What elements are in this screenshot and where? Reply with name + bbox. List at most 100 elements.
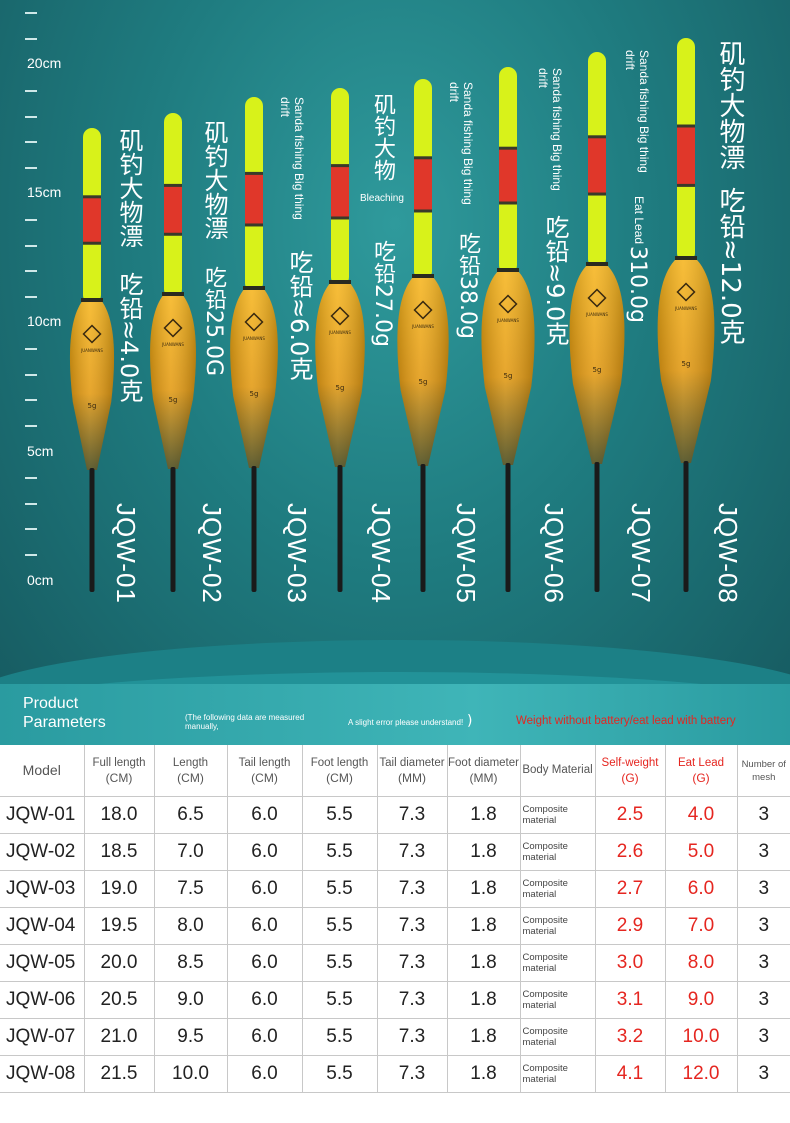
float-lead-label: 吃铅≈6.0克 [285, 250, 313, 381]
ruler-tick [25, 554, 37, 557]
table-row: JQW-08 21.5 10.0 6.0 5.5 7.3 1.8 Composite mate… [0, 1055, 790, 1093]
ruler-tick [25, 502, 37, 505]
ruler-tick [25, 141, 37, 144]
float-en2-label: Eat Lead [632, 196, 646, 245]
table-cell: 3.0 [594, 944, 666, 982]
ruler-tick [25, 347, 37, 350]
table-cell: 3 [736, 907, 790, 945]
ruler-tick [25, 528, 37, 531]
float-model-label: JQW-02 [197, 503, 227, 604]
params-paren: ) [467, 713, 473, 729]
table-cell: 5.5 [301, 907, 378, 945]
float-lead-label: 吃铅≈4.0克 [115, 272, 143, 403]
table-cell: 9.0 [664, 981, 738, 1019]
header-label: Self-weight [601, 756, 659, 769]
params-title: Product Parameters [23, 694, 106, 732]
params-header-band [0, 684, 790, 745]
table-cell: Composite material [519, 1018, 596, 1056]
params-error-note: A slight error please understand! [348, 718, 464, 727]
table-header-cell: Eat Lead (G) [664, 745, 738, 797]
table-cell: Composite material [519, 944, 596, 982]
float-lead-label: 吃铅27.0g [370, 240, 395, 347]
header-label: Model [22, 762, 61, 778]
ruler-tick [25, 476, 37, 479]
float-model-label: JQW-01 [111, 503, 141, 604]
float-cn-label: 矶钓大物漂 [200, 120, 228, 240]
ruler-tick [25, 167, 37, 170]
ruler-tick [25, 115, 37, 118]
table-cell: 6.0 [226, 907, 303, 945]
table-cell: 1.8 [446, 833, 521, 871]
params-note: (The following data are measured manuall… [185, 713, 305, 731]
ruler-tick [25, 38, 37, 41]
table-header-cell: Foot diameter (MM) [446, 745, 521, 797]
table-row: JQW-03 19.0 7.5 6.0 5.5 7.3 1.8 Composite mater… [0, 870, 790, 908]
header-label: Tail length [238, 756, 291, 769]
table-cell: 5.0 [664, 833, 738, 871]
table-cell: 6.0 [226, 1055, 303, 1093]
table-cell: 7.3 [376, 1055, 448, 1093]
ruler-tick [25, 89, 37, 92]
svg-text:5g: 5g [593, 366, 602, 374]
float-lead-label: 310.0g [625, 246, 650, 323]
table-cell: 7.3 [376, 1018, 448, 1056]
svg-text:JUANWANS: JUANWANS [411, 324, 434, 329]
float-product-8: JUANWANS 5g [653, 38, 719, 596]
table-cell: 1.8 [446, 981, 521, 1019]
header-unit: (CM) [326, 770, 353, 785]
svg-text:5g: 5g [504, 372, 513, 380]
float-product-3: JUANWANS 5g [226, 97, 282, 596]
header-label: Full length [92, 756, 146, 769]
model-cell: JQW-06 [0, 981, 85, 1019]
float-en-label: Sanda fishing Big thing drift [536, 68, 564, 191]
float-en-label: Sanda fishing Big thing drift [623, 50, 651, 173]
table-row: JQW-06 20.5 9.0 6.0 5.5 7.3 1.8 Composite mater… [0, 981, 790, 1019]
ruler-tick [25, 12, 37, 15]
table-cell: 2.9 [594, 907, 666, 945]
model-cell: JQW-07 [0, 1018, 85, 1056]
table-row: JQW-05 20.0 8.5 6.0 5.5 7.3 1.8 Composite mater… [0, 944, 790, 982]
table-cell: 3 [736, 870, 790, 908]
table-cell: Composite material [519, 907, 596, 945]
table-cell: 2.7 [594, 870, 666, 908]
table-cell: 7.0 [153, 833, 228, 871]
table-cell: 3 [736, 796, 790, 834]
table-row: JQW-01 18.0 6.5 6.0 5.5 7.3 1.8 Composite mater… [0, 796, 790, 834]
float-model-label: JQW-03 [282, 503, 312, 604]
table-cell: 8.0 [664, 944, 738, 982]
table-cell: 7.3 [376, 907, 448, 945]
table-cell: Composite material [519, 870, 596, 908]
model-cell: JQW-05 [0, 944, 85, 982]
table-cell: 8.0 [153, 907, 228, 945]
ruler-label: 20cm [27, 55, 62, 71]
model-cell: JQW-01 [0, 796, 85, 834]
header-unit: (MM) [469, 770, 498, 785]
table-cell: 6.0 [226, 833, 303, 871]
ruler-tick [25, 296, 37, 299]
svg-text:JUANWANS: JUANWANS [161, 342, 184, 347]
params-table: Model Full length (CM) Length (CM) Tail lengt… [0, 745, 790, 1093]
header-label: Tail diameter [379, 756, 445, 769]
table-cell: 21.5 [83, 1055, 155, 1093]
table-cell: 7.0 [664, 907, 738, 945]
table-header-cell: Tail diameter (MM) [376, 745, 448, 797]
float-model-label: JQW-07 [626, 503, 656, 604]
header-label: Foot length [310, 756, 369, 769]
table-cell: Composite material [519, 981, 596, 1019]
header-unit: (G) [692, 770, 710, 785]
table-header-cell: Model [0, 745, 85, 797]
header-label: Foot diameter [448, 756, 519, 769]
table-cell: 7.3 [376, 833, 448, 871]
table-cell: 18.0 [83, 796, 155, 834]
table-cell: 21.0 [83, 1018, 155, 1056]
svg-text:JUANWANS: JUANWANS [242, 336, 265, 341]
header-label: Number of mesh [741, 758, 786, 783]
table-cell: 1.8 [446, 944, 521, 982]
model-cell: JQW-03 [0, 870, 85, 908]
svg-text:5g: 5g [336, 384, 345, 392]
svg-text:JUANWANS: JUANWANS [674, 306, 697, 311]
table-row: JQW-02 18.5 7.0 6.0 5.5 7.3 1.8 Composite mater… [0, 833, 790, 871]
table-cell: 7.3 [376, 796, 448, 834]
float-lead-label: 吃铅≈9.0克 [541, 215, 569, 346]
table-cell: 7.3 [376, 944, 448, 982]
